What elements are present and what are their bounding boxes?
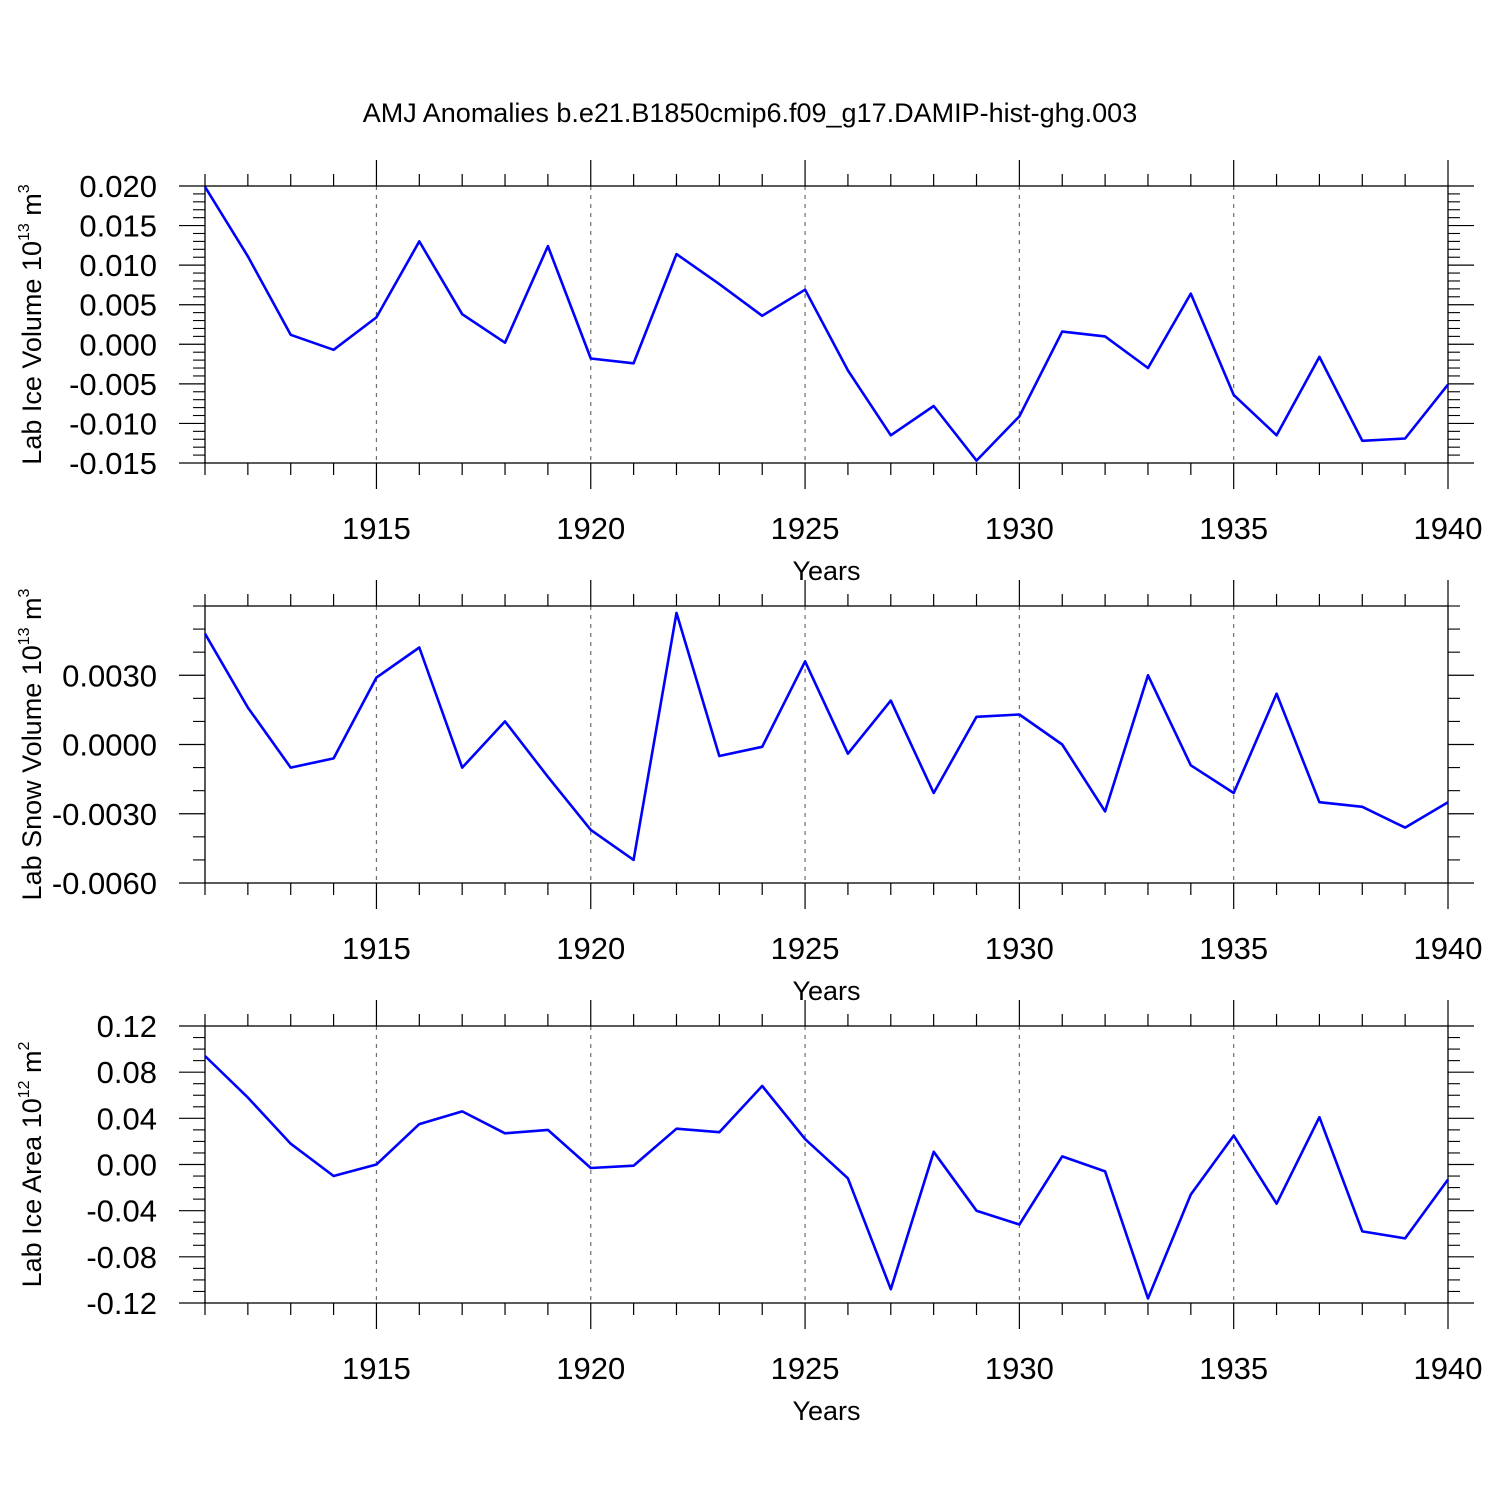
panel-ice-volume: 1915 1920 1925 1930 1935 1940 0.020 0.015 0.010 0… [16, 160, 1482, 586]
y-tick-label: -0.015 [69, 446, 157, 481]
x-tick-label: 1925 [771, 511, 840, 546]
x-tick-label: 1920 [556, 1351, 625, 1386]
y-axis-label: Lab Ice Area 1012 m2 [16, 1041, 47, 1287]
y-tick-label: 0.12 [97, 1009, 157, 1044]
x-tick-label: 1935 [1199, 1351, 1268, 1386]
y-tick-label: 0.020 [79, 169, 157, 204]
x-tick-label: 1920 [556, 511, 625, 546]
y-tick-label: 0.005 [79, 288, 157, 323]
x-tick-label: 1935 [1199, 931, 1268, 966]
x-tick-label: 1915 [342, 1351, 411, 1386]
x-tick-label: 1940 [1414, 931, 1483, 966]
y-tick-label: 0.0030 [62, 658, 157, 693]
y-tick-label: -0.005 [69, 367, 157, 402]
plot-frame [204, 605, 1449, 884]
y-axis-label: Lab Ice Volume 1013 m3 [16, 184, 47, 464]
y-tick-label: 0.00 [97, 1148, 157, 1183]
x-tick-label: 1940 [1414, 1351, 1483, 1386]
x-axis-label: Years [792, 556, 860, 586]
x-axis-label: Years [792, 976, 860, 1006]
y-axis-label: Lab Snow Volume 1013 m3 [16, 588, 47, 900]
plot-frame [204, 1025, 1449, 1304]
panel-snow-volume: 1915 1920 1925 1930 1935 1940 0.0030 0.0000 -0.0… [16, 580, 1482, 1006]
x-tick-label: 1940 [1414, 511, 1483, 546]
x-tick-label: 1935 [1199, 511, 1268, 546]
x-tick-label: 1925 [771, 931, 840, 966]
y-tick-label: -0.04 [86, 1194, 157, 1229]
y-tick-label: -0.08 [86, 1240, 157, 1275]
panel-ice-area: 1915 1920 1925 1930 1935 1940 0.12 0.08 0.04 0.00… [16, 1000, 1482, 1426]
x-tick-label: 1930 [985, 1351, 1054, 1386]
y-tick-label: 0.04 [97, 1101, 157, 1136]
y-tick-label: 0.000 [79, 327, 157, 362]
y-tick-label: 0.08 [97, 1055, 157, 1090]
y-tick-label: 0.0000 [62, 728, 157, 763]
chart-title: AMJ Anomalies b.e21.B1850cmip6.f09_g17.D… [362, 98, 1138, 128]
x-tick-label: 1930 [985, 511, 1054, 546]
x-tick-label: 1925 [771, 1351, 840, 1386]
x-tick-label: 1920 [556, 931, 625, 966]
x-axis-label: Years [792, 1396, 860, 1426]
plot-frame [204, 185, 1449, 464]
series-line [203, 611, 1449, 862]
series-line [204, 1055, 1450, 1300]
series-line [203, 186, 1450, 462]
y-tick-label: 0.010 [79, 248, 157, 283]
y-tick-label: -0.0060 [52, 866, 157, 901]
y-tick-label: -0.0030 [52, 797, 157, 832]
y-tick-label: -0.12 [86, 1286, 157, 1321]
x-tick-label: 1915 [342, 511, 411, 546]
y-tick-label: -0.010 [69, 406, 157, 441]
x-tick-label: 1930 [985, 931, 1054, 966]
x-tick-label: 1915 [342, 931, 411, 966]
y-tick-label: 0.015 [79, 209, 157, 244]
